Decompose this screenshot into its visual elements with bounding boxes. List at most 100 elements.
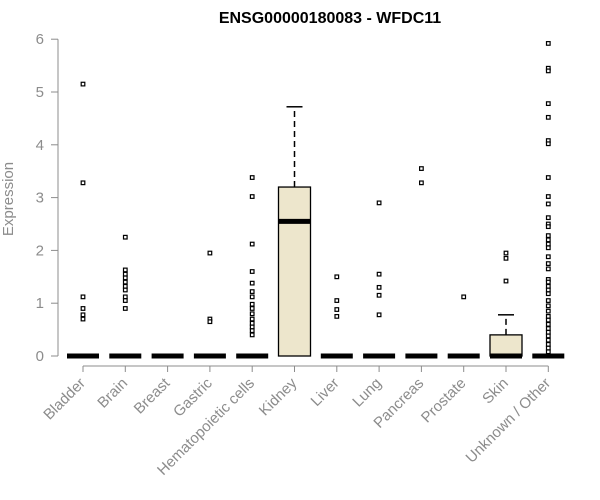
outlier-point	[376, 200, 382, 206]
y-axis-label: Expression	[0, 162, 17, 236]
outlier-point	[249, 175, 255, 180]
outlier-point	[207, 250, 213, 256]
x-tick-label: Bladder	[40, 375, 89, 424]
outlier-point	[545, 224, 551, 230]
outlier-point	[249, 316, 255, 322]
outlier-point	[249, 301, 255, 307]
y-tick-label: 0	[36, 348, 44, 365]
outlier-point	[249, 311, 255, 317]
outlier-point	[545, 279, 551, 285]
outlier-point	[545, 337, 551, 343]
y-tick-label: 2	[36, 242, 44, 259]
outlier-point	[80, 306, 86, 311]
outlier-point	[545, 68, 551, 74]
box-pancreas	[405, 166, 438, 359]
chart-title: ENSG00000180083 - WFDC11	[219, 10, 441, 27]
outlier-point	[545, 233, 551, 239]
outlier-point	[545, 241, 551, 247]
outlier-point	[249, 306, 255, 311]
box-gastric	[193, 250, 226, 359]
y-tick-label: 1	[36, 295, 44, 312]
outlier-point	[419, 166, 424, 171]
x-tick-label: Kidney	[256, 374, 301, 419]
outlier-point	[545, 283, 551, 289]
box-prostate	[447, 294, 480, 359]
box-bladder	[67, 81, 99, 359]
box-hematopoietic-cells	[236, 175, 269, 359]
outlier-point	[545, 303, 551, 309]
outlier-point	[122, 287, 128, 293]
outlier-point	[545, 266, 551, 272]
x-tick-label: Lung	[349, 375, 385, 411]
outlier-point	[545, 141, 551, 147]
outlier-point	[249, 328, 255, 334]
outlier-point	[376, 292, 382, 298]
x-tick-label: Prostate	[418, 375, 470, 427]
outlier-point	[503, 278, 509, 284]
boxes-group	[67, 41, 565, 359]
box-brain	[109, 234, 142, 359]
outlier-point	[545, 333, 551, 339]
outlier-point	[376, 271, 382, 277]
box-lung	[363, 200, 396, 359]
outlier-point	[545, 114, 551, 120]
outlier-point	[122, 267, 128, 273]
outlier-point	[545, 254, 551, 260]
y-tick-label: 4	[36, 137, 44, 154]
outlier-point	[80, 81, 86, 87]
outlier-point	[545, 245, 551, 251]
outlier-point	[122, 283, 128, 289]
outlier-point	[122, 279, 128, 285]
x-tick-label: Liver	[308, 375, 343, 410]
outlier-point	[419, 180, 424, 186]
outlier-point	[545, 317, 551, 323]
y-tick-label: 3	[36, 190, 44, 207]
x-tick-label: Breast	[131, 374, 174, 417]
outlier-point	[376, 312, 382, 318]
y-axis: 0 1 2 3 4 5 6	[36, 31, 59, 365]
outlier-point	[80, 294, 86, 300]
outlier-point	[545, 194, 551, 199]
y-tick-label: 5	[36, 84, 44, 101]
outlier-point	[249, 332, 255, 338]
outlier-point	[545, 41, 551, 46]
outlier-point	[122, 306, 128, 311]
x-tick-label: Skin	[479, 375, 512, 408]
outlier-point	[545, 341, 551, 347]
outlier-point	[334, 314, 340, 319]
box-kidney	[277, 106, 312, 357]
outlier-point	[334, 274, 340, 280]
outlier-point	[122, 271, 128, 277]
outlier-point	[249, 294, 255, 300]
outlier-point	[545, 308, 551, 314]
x-tick-label: Brain	[94, 375, 131, 412]
outlier-point	[122, 294, 128, 300]
outlier-point	[376, 284, 382, 290]
outlier-point	[545, 314, 551, 319]
outlier-point	[545, 175, 551, 180]
outlier-point	[545, 298, 551, 303]
outlier-point	[249, 194, 255, 199]
outlier-point	[545, 345, 551, 351]
outlier-point	[545, 201, 551, 207]
outlier-point	[545, 287, 551, 293]
outlier-point	[461, 294, 467, 300]
outlier-point	[249, 324, 255, 330]
outlier-point	[334, 307, 340, 312]
box-skin	[489, 250, 523, 359]
outlier-point	[249, 241, 255, 247]
outlier-point	[503, 255, 509, 261]
outlier-point	[545, 349, 551, 355]
box-body	[489, 334, 523, 357]
outlier-point	[80, 180, 86, 186]
outlier-point	[545, 237, 551, 243]
outlier-point	[122, 275, 128, 281]
outlier-point	[545, 329, 551, 335]
box-body	[277, 186, 312, 357]
outlier-point	[122, 298, 128, 303]
box-liver	[320, 274, 353, 359]
y-tick-label: 6	[36, 31, 44, 48]
outlier-point	[545, 326, 551, 331]
outlier-point	[122, 234, 128, 240]
